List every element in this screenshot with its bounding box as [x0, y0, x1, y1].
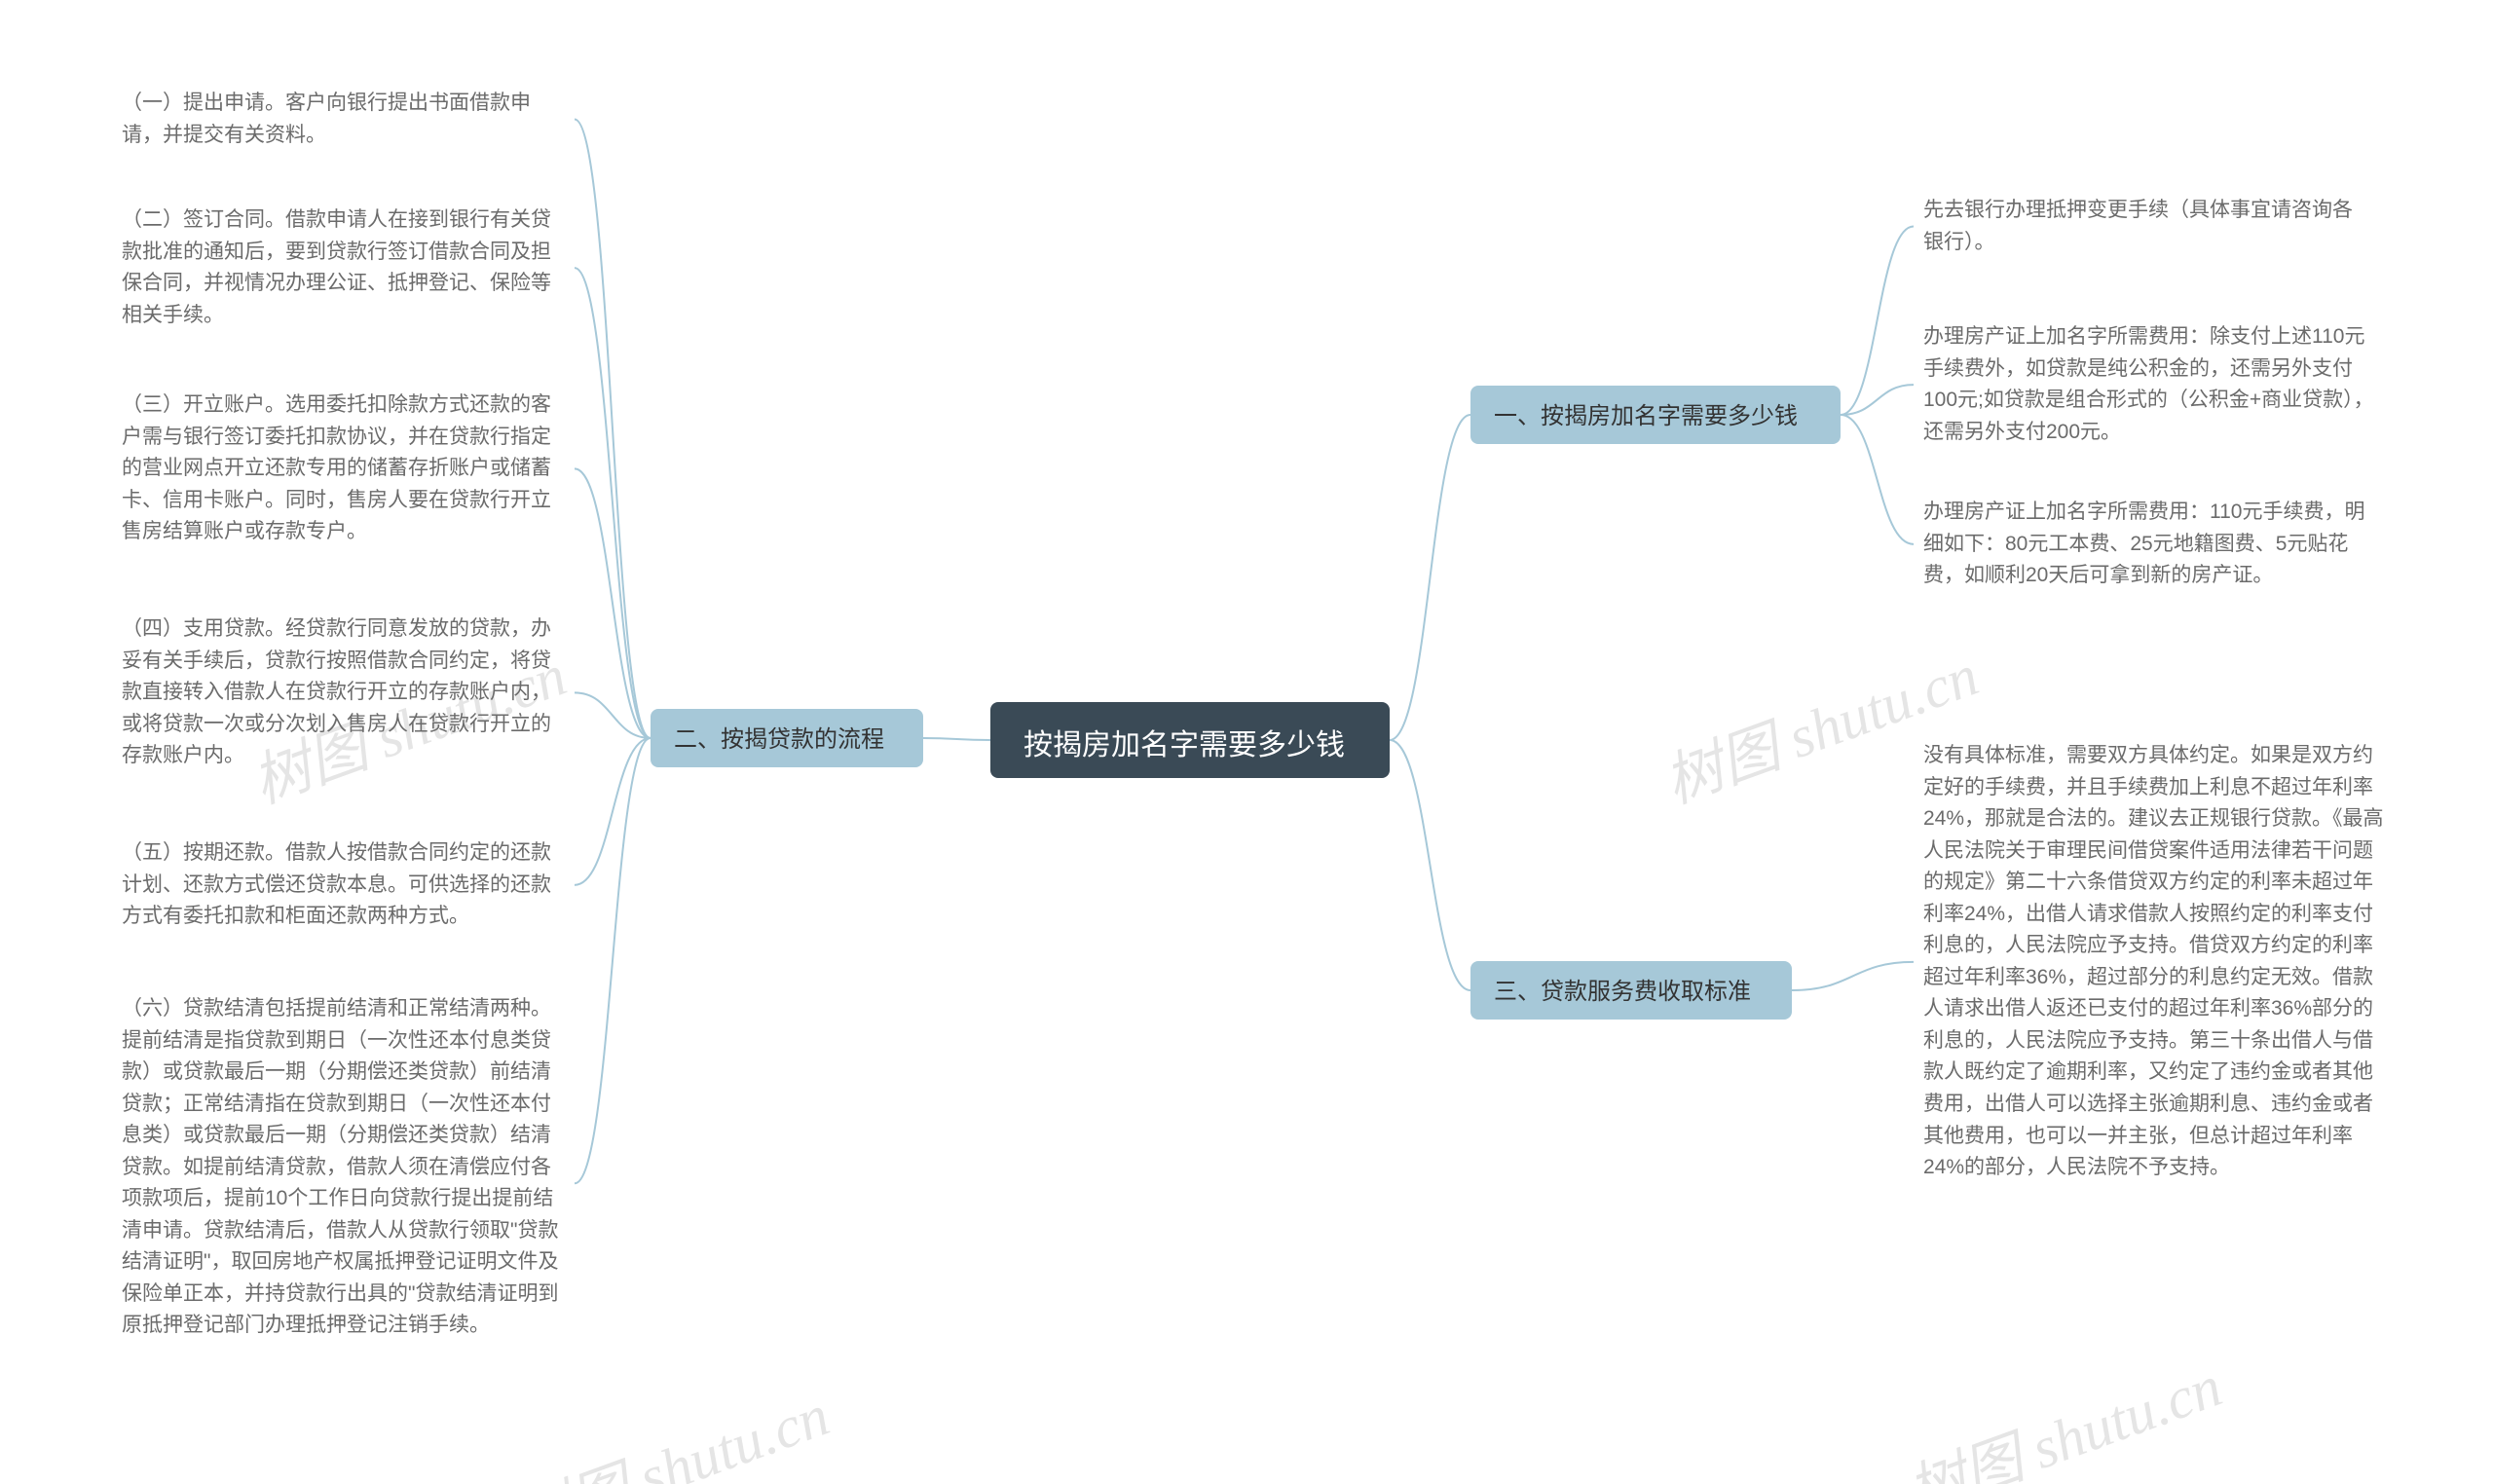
leaf-node: （一）提出申请。客户向银行提出书面借款申请，并提交有关资料。 — [122, 88, 565, 151]
leaf-node: （五）按期还款。借款人按借款合同约定的还款计划、还款方式偿还贷款本息。可供选择的… — [122, 837, 565, 933]
mindmap-canvas: 树图 shutu.cn树图 shutu.cn树图 shutu.cn树图 shut… — [0, 0, 2493, 1484]
branch-node: 一、按揭房加名字需要多少钱 — [1470, 386, 1841, 444]
leaf-node: 办理房产证上加名字所需费用：除支付上述110元手续费外，如贷款是纯公积金的，还需… — [1923, 321, 2381, 448]
leaf-node: 先去银行办理抵押变更手续（具体事宜请咨询各银行）。 — [1923, 195, 2371, 258]
leaf-node: （三）开立账户。选用委托扣除款方式还款的客户需与银行签订委托扣款协议，并在贷款行… — [122, 390, 565, 548]
branch-node: 三、贷款服务费收取标准 — [1470, 961, 1792, 1020]
leaf-node: 办理房产证上加名字所需费用：110元手续费，明细如下：80元工本费、25元地籍图… — [1923, 497, 2381, 592]
watermark: 树图 shutu.cn — [502, 1368, 838, 1484]
watermark: 树图 shutu.cn — [1894, 1339, 2231, 1484]
leaf-node: （四）支用贷款。经贷款行同意发放的贷款，办妥有关手续后，贷款行按照借款合同约定，… — [122, 613, 565, 772]
branch-node: 二、按揭贷款的流程 — [651, 709, 923, 767]
leaf-node: 没有具体标准，需要双方具体约定。如果是双方约定好的手续费，并且手续费加上利息不超… — [1923, 740, 2386, 1184]
center-node: 按揭房加名字需要多少钱 — [990, 702, 1390, 778]
leaf-node: （二）签订合同。借款申请人在接到银行有关贷款批准的通知后，要到贷款行签订借款合同… — [122, 204, 565, 331]
leaf-node: （六）贷款结清包括提前结清和正常结清两种。提前结清是指贷款到期日（一次性还本付息… — [122, 993, 565, 1342]
